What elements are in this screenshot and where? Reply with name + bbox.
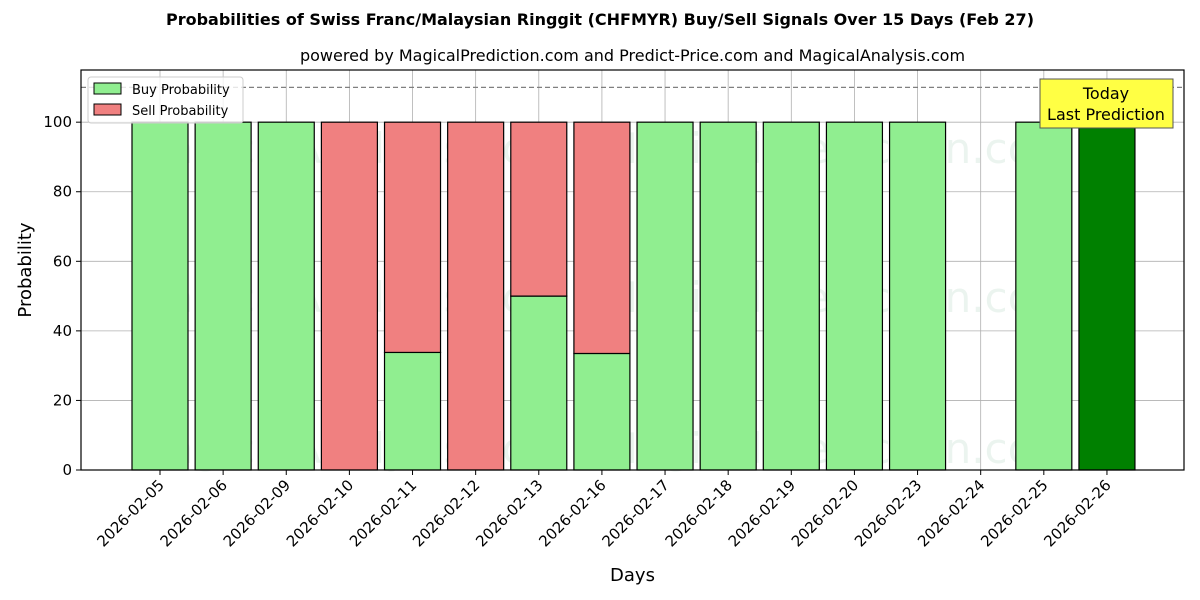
legend-sell-swatch — [93, 103, 122, 116]
x-tick-label: 2026-02-12 — [409, 476, 483, 550]
x-tick-label: 2026-02-13 — [472, 476, 546, 550]
bar-group[interactable] — [573, 121, 631, 471]
legend-buy-swatch — [93, 82, 122, 95]
x-tick-label: 2026-02-18 — [662, 476, 736, 550]
svg-text:Last Prediction: Last Prediction — [1047, 105, 1165, 124]
today-annotation: Today Last Prediction — [1039, 78, 1174, 129]
legend-buy-label: Buy Probability — [132, 83, 230, 98]
legend-sell-label: Sell Probability — [132, 104, 229, 119]
bar-group[interactable] — [383, 121, 442, 471]
bar-group[interactable] — [320, 121, 378, 471]
sell-bar[interactable] — [447, 121, 505, 471]
bar-group[interactable] — [888, 121, 947, 471]
sell-bar[interactable] — [320, 121, 378, 471]
bar-group[interactable] — [1015, 121, 1073, 471]
x-tick-label: 2026-02-20 — [788, 476, 862, 550]
buy-bar[interactable] — [1078, 121, 1136, 471]
x-tick-label: 2026-02-06 — [157, 476, 231, 550]
bar-group[interactable] — [447, 121, 505, 471]
buy-bar[interactable] — [383, 351, 442, 471]
x-tick-label: 2026-02-11 — [346, 476, 420, 550]
bar-group[interactable] — [636, 121, 694, 471]
buy-bar[interactable] — [636, 121, 694, 471]
x-tick-label: 2026-02-19 — [725, 476, 799, 550]
buy-bar[interactable] — [573, 352, 631, 471]
bar-group[interactable] — [1078, 121, 1136, 471]
x-tick-label: 2026-02-26 — [1040, 476, 1114, 550]
x-tick-label: 2026-02-05 — [93, 476, 167, 550]
buy-bar[interactable] — [762, 121, 820, 471]
y-axis-label: Probability — [15, 222, 36, 317]
sell-bar[interactable] — [510, 121, 568, 297]
bar-group[interactable] — [510, 121, 568, 471]
buy-bar[interactable] — [194, 121, 252, 471]
plot-frame — [80, 69, 1185, 471]
bar-group[interactable] — [825, 121, 884, 471]
buy-bar[interactable] — [699, 121, 757, 471]
bar-group[interactable] — [131, 121, 189, 471]
y-tick-label: 20 — [53, 391, 72, 409]
buy-bar[interactable] — [131, 121, 189, 471]
svg-text:Today: Today — [1082, 84, 1129, 103]
sell-bar[interactable] — [573, 121, 631, 355]
x-tick-label: 2026-02-25 — [977, 476, 1051, 550]
buy-bar[interactable] — [1015, 121, 1073, 471]
buy-bar[interactable] — [888, 121, 947, 471]
chart-title: Probabilities of Swiss Franc/Malaysian R… — [165, 10, 1034, 29]
y-tick-label: 60 — [53, 252, 72, 270]
bar-group[interactable] — [699, 121, 757, 471]
legend: Buy Probability Sell Probability — [87, 76, 244, 124]
buy-bar[interactable] — [825, 121, 884, 471]
bar-group[interactable] — [257, 121, 315, 471]
buy-bar[interactable] — [510, 295, 568, 471]
y-tick-label: 0 — [62, 461, 72, 479]
x-tick-label: 2026-02-10 — [283, 476, 357, 550]
x-tick-label: 2026-02-09 — [220, 476, 294, 550]
x-tick-label: 2026-02-16 — [535, 476, 609, 550]
y-tick-label: 40 — [53, 322, 72, 340]
bar-group[interactable] — [194, 121, 252, 471]
chart-subtitle: powered by MagicalPrediction.com and Pre… — [299, 46, 966, 65]
buy-bar[interactable] — [257, 121, 315, 471]
y-tick-label: 100 — [43, 113, 72, 131]
x-tick-label: 2026-02-23 — [851, 476, 925, 550]
bar-group[interactable] — [762, 121, 820, 471]
sell-bar[interactable] — [383, 121, 442, 354]
x-axis-label: Days — [610, 565, 655, 586]
y-tick-label: 80 — [53, 183, 72, 201]
x-tick-label: 2026-02-24 — [914, 476, 988, 550]
x-tick-label: 2026-02-17 — [598, 476, 672, 550]
